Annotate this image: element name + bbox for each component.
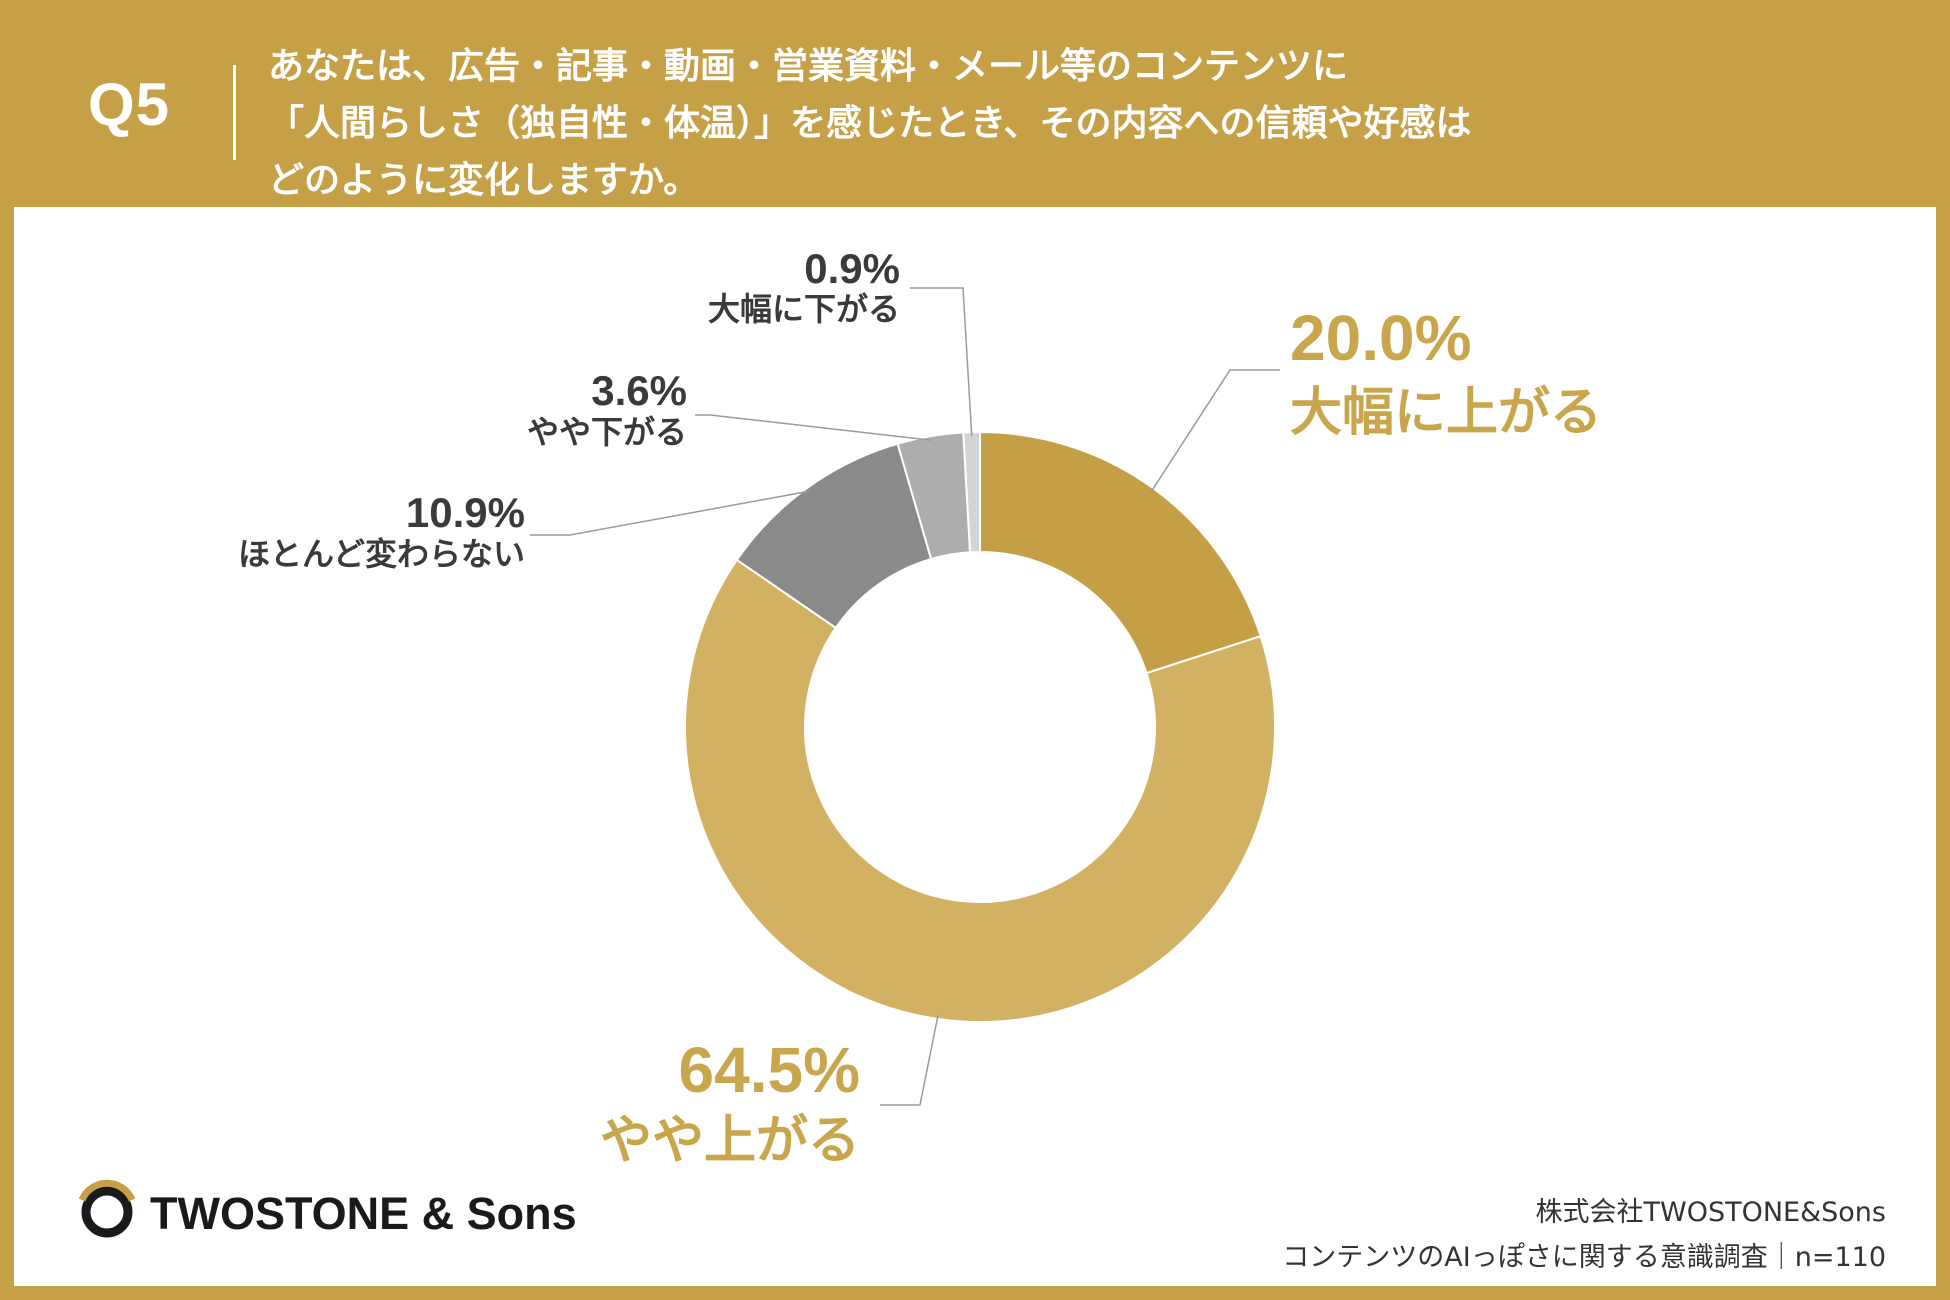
question-line: 「人間らしさ（独自性・体温）」を感じたとき、その内容への信頼や好感は	[268, 103, 1472, 144]
leader-line-0	[1150, 369, 1280, 493]
brand-logo: TWOSTONE & Sons	[78, 1179, 577, 1239]
question-line: あなたは、広告・記事・動画・営業資料・メール等のコンテンツに	[268, 46, 1349, 87]
slice-category-label: ほとんど変わらない	[238, 535, 525, 573]
slice-value-label: 64.5%	[679, 1034, 860, 1106]
question-line: どのように変化しますか。	[268, 160, 700, 201]
slice-labels: 20.0% 大幅に上がる 64.5%やや上がる 10.9%ほとんど変わらない 3.6%や…	[238, 245, 1602, 1171]
slice-value-label: 3.6%	[591, 367, 687, 414]
slice-1	[684, 558, 1276, 1023]
slice-value-label: 0.9%	[804, 245, 900, 292]
leader-line-4	[910, 287, 973, 437]
leader-lines	[530, 287, 1280, 1106]
logo-ring	[81, 1186, 133, 1238]
slices	[684, 430, 1276, 1023]
slice-category-label: やや上がる	[600, 1111, 860, 1171]
header: Q5 あなたは、広告・記事・動画・営業資料・メール等のコンテンツに 「人間らしさ…	[0, 0, 1950, 205]
slice-4	[962, 430, 981, 554]
footer: 株式会社TWOSTONE&Sons コンテンツのAIっぽさに関する意識調査｜n=…	[1282, 1190, 1886, 1280]
logo-arc	[78, 1179, 136, 1202]
chart-panel	[14, 207, 1936, 1286]
question-text: あなたは、広告・記事・動画・営業資料・メール等のコンテンツに 「人間らしさ（独自…	[268, 38, 1908, 209]
slice-category-label: やや下がる	[527, 413, 687, 451]
slice-value-label: 10.9%	[406, 489, 525, 536]
leader-line-3	[695, 414, 931, 441]
slice-category-label: 大幅に上がる	[1290, 383, 1602, 443]
slice-0	[979, 430, 1262, 675]
slice-category-label: 大幅に下がる	[708, 290, 900, 328]
footer-company: 株式会社TWOSTONE&Sons	[1535, 1197, 1886, 1228]
brand-name: TWOSTONE & Sons	[150, 1188, 577, 1239]
leader-line-1	[880, 1014, 939, 1106]
question-number: Q5	[88, 71, 171, 138]
slice-value-label: 20.0%	[1290, 302, 1471, 374]
footer-survey: コンテンツのAIっぽさに関する意識調査｜n=110	[1282, 1242, 1886, 1273]
leader-line-2	[530, 490, 810, 536]
divider	[233, 65, 236, 160]
